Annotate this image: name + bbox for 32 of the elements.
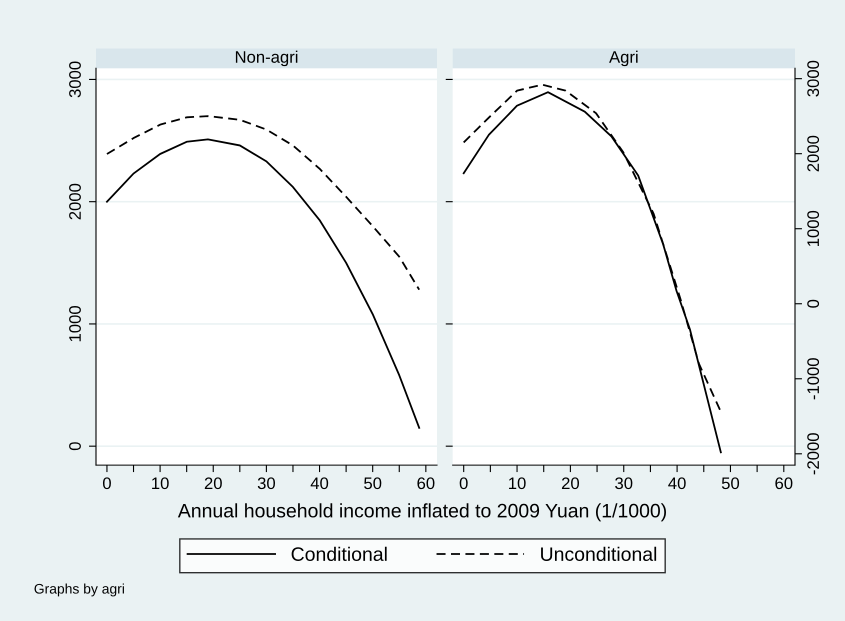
y2-tick-label: 2000 <box>807 136 820 172</box>
x-tick-label: 40 <box>668 477 686 490</box>
line-series <box>106 138 420 429</box>
y-tick-label: 1000 <box>69 306 81 342</box>
y2-tick-label: 1000 <box>807 210 820 246</box>
y2-tick-label: 0 <box>807 300 820 308</box>
x-tick-label: 50 <box>364 477 382 490</box>
chart-title: Agri <box>609 50 638 66</box>
y2-tick-label: -2000 <box>807 433 820 474</box>
x-tick-label: 40 <box>310 477 328 490</box>
legend-label: Unconditional <box>541 546 656 562</box>
x-tick-label: 10 <box>509 477 526 490</box>
y-tick-label: 2000 <box>69 184 81 220</box>
x-tick-label: 30 <box>615 477 632 490</box>
line-series <box>106 115 420 291</box>
x-tick-label: 60 <box>775 477 792 490</box>
x-tick-label: 20 <box>562 477 580 490</box>
x-tick-label: 30 <box>258 477 276 490</box>
x-tick-label: 0 <box>102 477 111 490</box>
y-tick-label: 0 <box>69 442 81 450</box>
legend-label: Conditional <box>292 546 387 562</box>
x-tick-label: 0 <box>460 477 468 490</box>
x-tick-label: 60 <box>417 477 434 490</box>
x-tick-label: 50 <box>722 477 740 490</box>
x-tick-label: 20 <box>204 477 222 490</box>
chart-title: Non-agri <box>236 50 298 66</box>
x-axis-title: Annual household income inflated to 2009 Yuan (1/1000) <box>178 503 666 522</box>
y2-tick-label: 3000 <box>807 60 820 97</box>
y-tick-label: 3000 <box>69 62 81 98</box>
text: Graphs by agri <box>34 583 124 596</box>
y2-tick-label: -1000 <box>807 358 820 400</box>
x-tick-label: 10 <box>152 477 169 490</box>
